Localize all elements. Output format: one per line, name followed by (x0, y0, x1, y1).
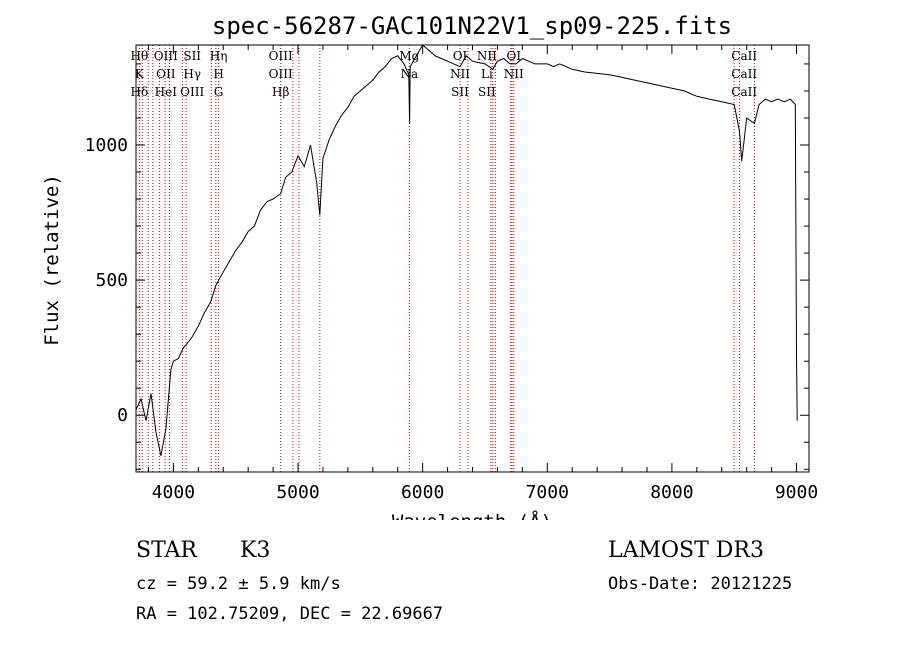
y-tick-label: 500 (95, 270, 128, 291)
line-label: NII (477, 49, 497, 63)
y-tick-label: 0 (117, 405, 128, 426)
line-label: NII (504, 67, 524, 81)
line-label: CaII (731, 85, 757, 99)
line-label: HeI (155, 85, 178, 99)
plot-frame (135, 44, 810, 473)
x-tick-label: 4000 (152, 482, 195, 503)
line-label: OI (453, 49, 468, 63)
line-label: Hγ (183, 67, 201, 81)
line-label: SII (451, 85, 469, 99)
x-tick-label: 5000 (276, 482, 319, 503)
line-label: OII (156, 67, 176, 81)
observation-date: Obs-Date: 20121225 (608, 574, 793, 594)
y-axis-label: Flux (relative) (41, 174, 63, 346)
line-label: Hθ (131, 49, 149, 63)
line-label: Hδ (131, 85, 149, 99)
line-label: OIII (180, 85, 204, 99)
y-tick-label: 1000 (85, 135, 128, 156)
x-tick-label: 8000 (650, 482, 693, 503)
line-label: OI (507, 49, 522, 63)
line-label: SII (183, 49, 201, 63)
line-label: Hη (210, 49, 228, 63)
line-label: G (214, 85, 224, 99)
line-label: NII (450, 67, 470, 81)
x-tick-label: 7000 (526, 482, 569, 503)
line-label: SII (478, 85, 496, 99)
line-label: CaII (731, 67, 757, 81)
line-label: OIII (269, 49, 293, 63)
line-label: OIII (154, 49, 178, 63)
line-label: Na (400, 67, 418, 81)
object-class: STAR (136, 538, 197, 563)
line-label: K (135, 67, 145, 81)
x-tick-label: 9000 (775, 482, 818, 503)
redshift-velocity: cz = 59.2 ± 5.9 km/s (136, 574, 341, 594)
survey-label: LAMOST DR3 (608, 538, 764, 563)
line-label: Hβ (272, 85, 289, 99)
emission-line-labels: HθKHδOIIIOIIHeISIIHγOIIIHηHGOIIIOIIIHβMg… (131, 49, 758, 99)
axis-ticks: 4000 5000 6000 7000 8000 9000 0 500 1000 (85, 45, 818, 503)
spectral-subclass: K3 (240, 538, 271, 563)
line-label: Li (481, 67, 493, 81)
spectrum-plot: spec-56287-GAC101N22V1_sp09-225.fits Hθ K… (41, 12, 818, 520)
line-label: CaII (731, 49, 757, 63)
coordinates: RA = 102.75209, DEC = 22.69667 (136, 604, 444, 624)
spectrum-line (135, 44, 798, 456)
emission-lines (138, 45, 755, 472)
x-axis-label: Wavelength (Å) (392, 510, 552, 520)
line-label: OIII (269, 67, 293, 81)
line-label: H (213, 67, 223, 81)
x-tick-label: 6000 (401, 482, 444, 503)
chart-title: spec-56287-GAC101N22V1_sp09-225.fits (212, 12, 732, 40)
